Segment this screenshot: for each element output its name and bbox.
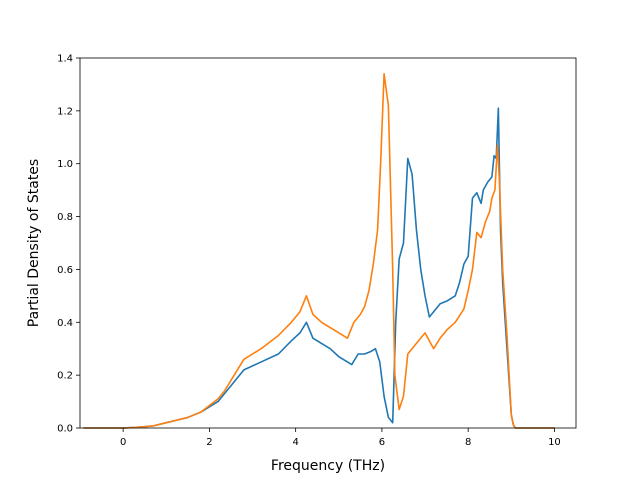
y-tick-label: 1.4: [57, 54, 73, 65]
x-tick-label: 2: [206, 437, 212, 448]
series-line-1: [83, 107, 555, 429]
x-tick-label: 4: [292, 437, 298, 448]
tick-layer: 0 2 4 6 8 10 0.0 0.2 0.4 0.6 0.8 1.0 1.2 1.4: [57, 54, 561, 449]
series-layer: [83, 73, 555, 429]
y-tick-label: 0.2: [57, 371, 73, 382]
y-tick-label: 1.2: [57, 106, 73, 117]
plot-area-frame: [79, 57, 577, 429]
x-tick-label: 8: [465, 437, 471, 448]
series-line-2: [83, 73, 555, 429]
x-tick-label: 6: [379, 437, 385, 448]
y-tick-label: 0.6: [57, 265, 73, 276]
y-tick-label: 1.0: [57, 159, 73, 170]
x-axis-title: Frequency (THz): [271, 458, 385, 474]
y-tick-label: 0.4: [57, 318, 73, 329]
y-axis-title: Partial Density of States: [26, 159, 42, 327]
y-tick-label: 0.8: [57, 212, 73, 223]
x-tick-label: 0: [120, 437, 126, 448]
x-tick-label: 10: [548, 437, 561, 448]
y-tick-label: 0.0: [57, 424, 73, 435]
